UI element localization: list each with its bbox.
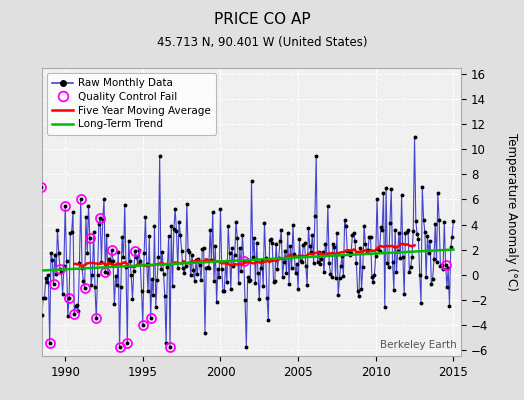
Quality Control Fail	[124, 341, 130, 346]
Quality Control Fail	[62, 203, 68, 208]
Y-axis label: Temperature Anomaly (°C): Temperature Anomaly (°C)	[505, 133, 518, 291]
Quality Control Fail	[241, 259, 247, 264]
Long-Term Trend	[93, 265, 100, 270]
Line: Five Year Moving Average: Five Year Moving Average	[74, 244, 414, 267]
Text: PRICE CO AP: PRICE CO AP	[214, 12, 310, 27]
Long-Term Trend	[345, 252, 352, 257]
Five Year Moving Average	[219, 261, 225, 266]
Long-Term Trend	[450, 247, 456, 252]
Quality Control Fail	[140, 322, 146, 327]
Text: 45.713 N, 90.401 W (United States): 45.713 N, 90.401 W (United States)	[157, 36, 367, 49]
Raw Monthly Data	[146, 234, 152, 238]
Quality Control Fail	[50, 282, 57, 286]
Raw Monthly Data	[315, 250, 322, 254]
Quality Control Fail	[97, 216, 103, 220]
Text: Berkeley Earth: Berkeley Earth	[380, 340, 457, 350]
Five Year Moving Average	[129, 265, 136, 270]
Five Year Moving Average	[80, 264, 86, 268]
Quality Control Fail	[38, 184, 44, 189]
Quality Control Fail	[78, 197, 84, 202]
Quality Control Fail	[57, 267, 63, 272]
Quality Control Fail	[66, 296, 72, 301]
Raw Monthly Data	[116, 345, 123, 350]
Five Year Moving Average	[184, 261, 190, 266]
Five Year Moving Average	[400, 241, 406, 246]
Long-Term Trend	[145, 263, 151, 268]
Raw Monthly Data	[93, 316, 100, 321]
Long-Term Trend	[424, 248, 431, 253]
Quality Control Fail	[71, 312, 78, 317]
Raw Monthly Data	[427, 238, 433, 243]
Five Year Moving Average	[286, 254, 292, 258]
Quality Control Fail	[47, 341, 53, 346]
Quality Control Fail	[86, 235, 93, 240]
Five Year Moving Average	[267, 260, 273, 264]
Quality Control Fail	[108, 248, 115, 252]
Quality Control Fail	[132, 248, 138, 253]
Five Year Moving Average	[411, 243, 418, 248]
Raw Monthly Data	[411, 134, 418, 139]
Line: Raw Monthly Data: Raw Monthly Data	[36, 137, 453, 347]
Legend: Raw Monthly Data, Quality Control Fail, Five Year Moving Average, Long-Term Tren: Raw Monthly Data, Quality Control Fail, …	[47, 73, 216, 134]
Raw Monthly Data	[450, 218, 456, 223]
Quality Control Fail	[116, 345, 123, 350]
Quality Control Fail	[147, 316, 154, 321]
Raw Monthly Data	[347, 252, 353, 257]
Quality Control Fail	[442, 262, 449, 267]
Quality Control Fail	[81, 286, 88, 291]
Line: Long-Term Trend: Long-Term Trend	[36, 250, 453, 271]
Long-Term Trend	[387, 250, 393, 255]
Long-Term Trend	[32, 268, 39, 273]
Line: Quality Control Fail: Quality Control Fail	[36, 182, 450, 352]
Five Year Moving Average	[71, 262, 78, 266]
Raw Monthly Data	[388, 187, 395, 192]
Quality Control Fail	[102, 270, 108, 274]
Raw Monthly Data	[32, 276, 39, 281]
Quality Control Fail	[93, 316, 100, 321]
Quality Control Fail	[167, 345, 173, 350]
Long-Term Trend	[314, 254, 321, 259]
Five Year Moving Average	[201, 259, 207, 264]
